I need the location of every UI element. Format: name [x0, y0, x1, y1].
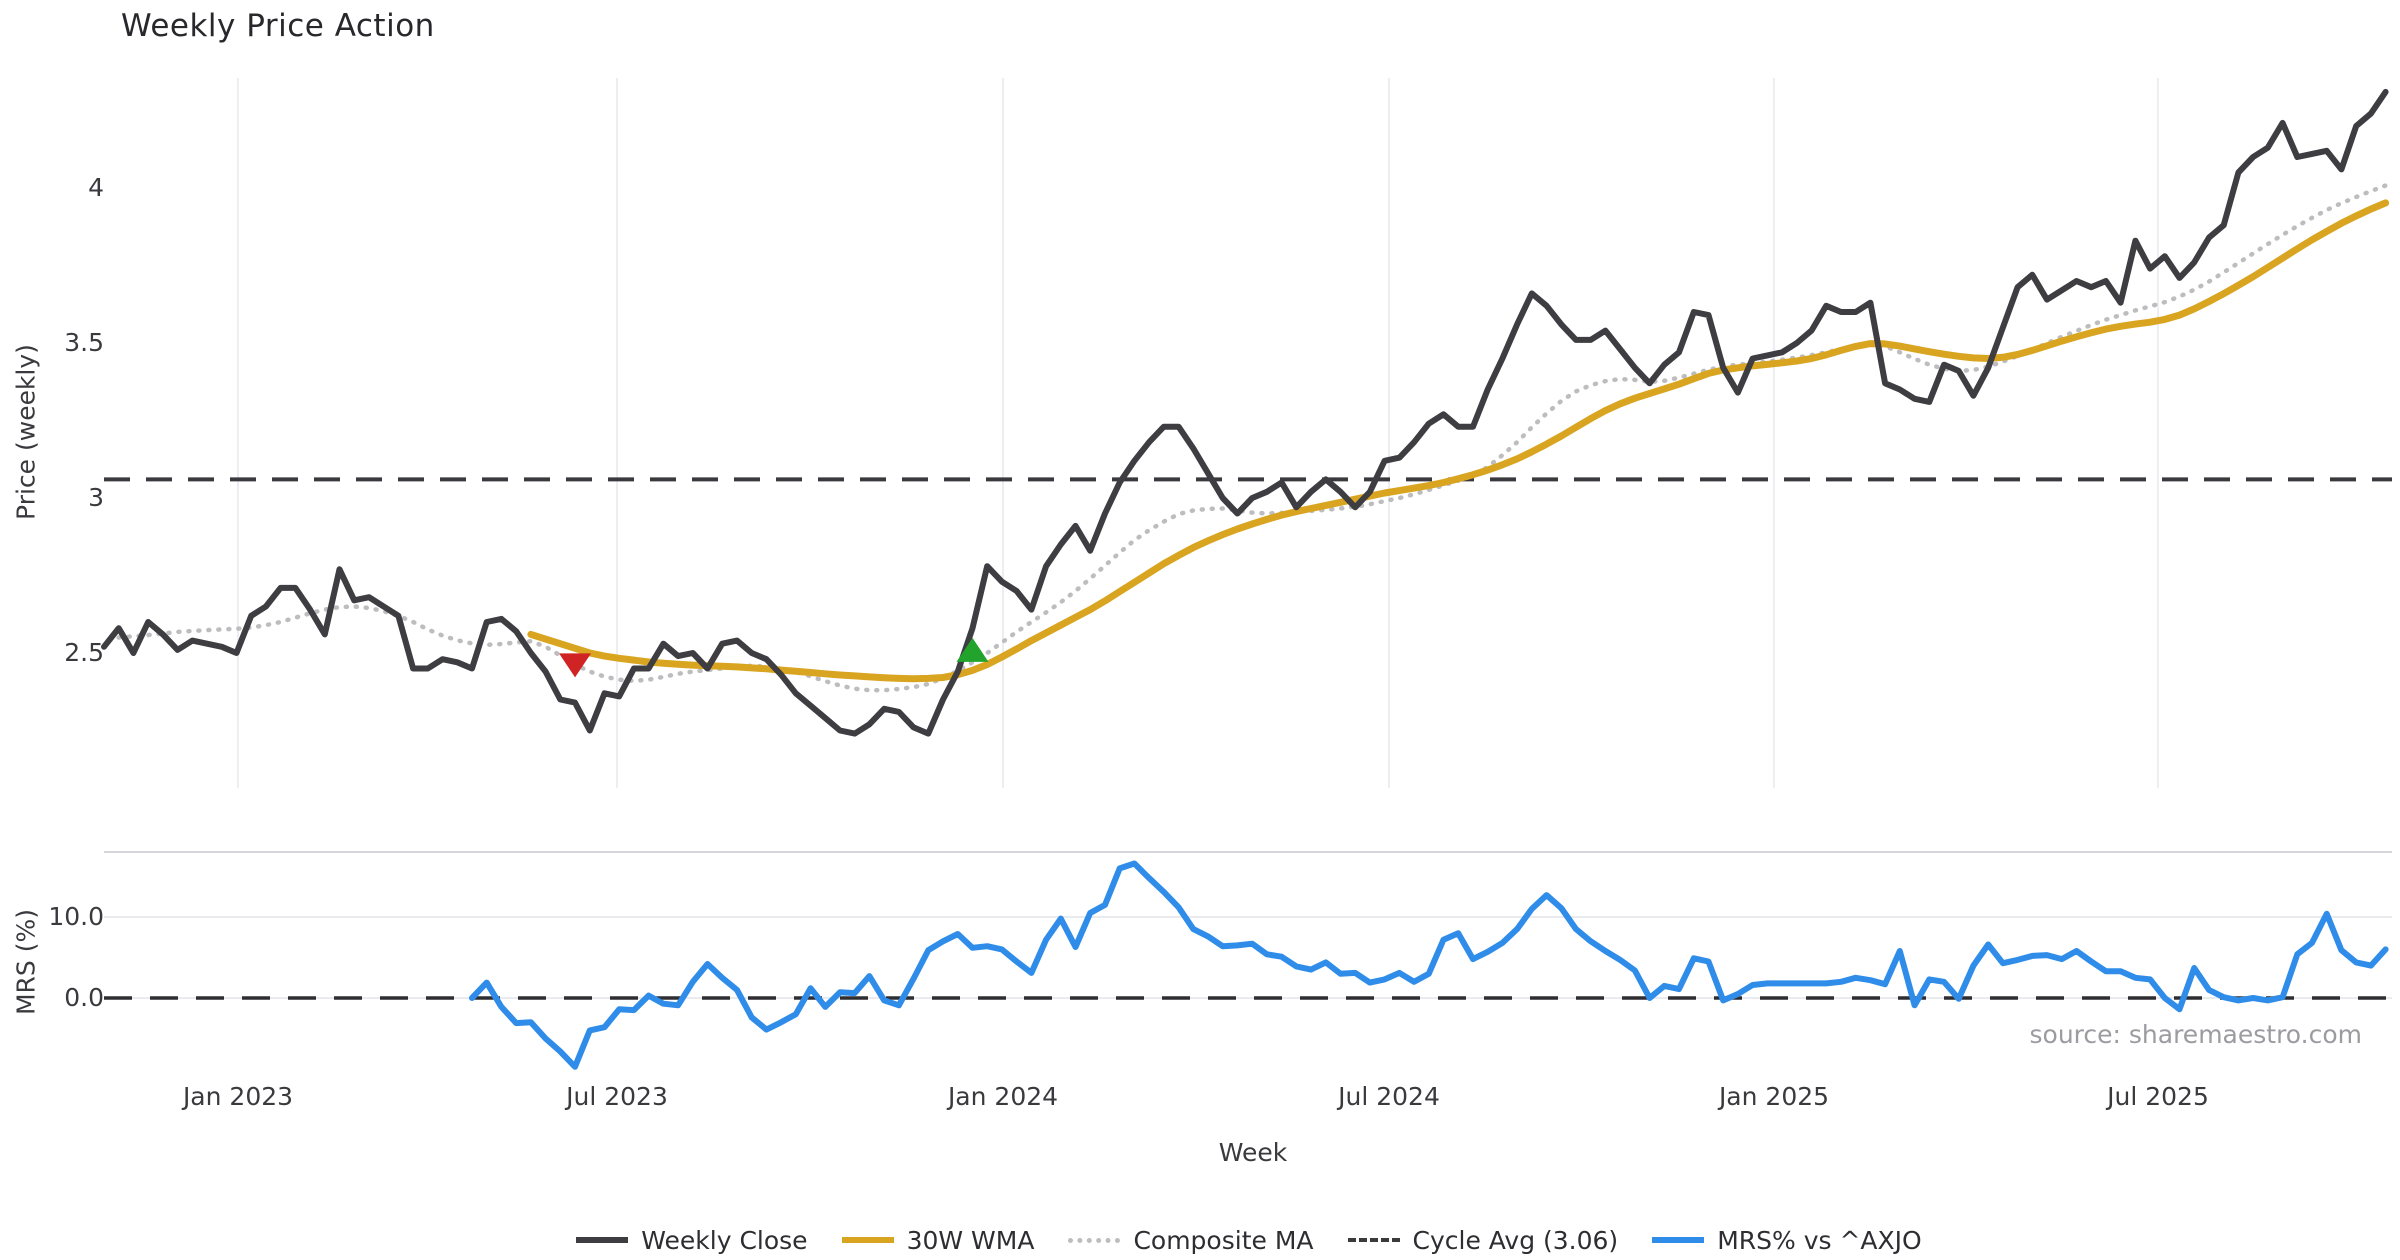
x-tick-label: Jul 2025: [2107, 1082, 2209, 1111]
legend-swatch: [576, 1237, 629, 1243]
x-tick-label: Jan 2023: [182, 1082, 294, 1111]
legend-item-mrs-vs-axjo: MRS% vs ^AXJO: [1652, 1226, 1922, 1255]
legend-swatch: [1347, 1238, 1400, 1242]
x-tick-label: Jan 2025: [1718, 1082, 1830, 1111]
mrs-y-tick-label: 10.0: [48, 902, 104, 931]
legend-item-cycle-avg-3-06: Cycle Avg (3.06): [1347, 1225, 1619, 1255]
price-y-tick-label: 3.5: [64, 328, 104, 357]
mrs-line: [469, 860, 2389, 1070]
legend-label: Weekly Close: [641, 1225, 808, 1255]
x-tick-label: Jan 2024: [947, 1082, 1059, 1111]
price-y-tick-label: 3: [88, 483, 104, 512]
legend-swatch: [841, 1237, 894, 1243]
legend-swatch: [1068, 1237, 1121, 1243]
source-attribution: source: sharemaestro.com: [2029, 1020, 2363, 1049]
x-axis-label: Week: [1218, 1138, 1288, 1167]
weekly-close-line: [101, 88, 2389, 737]
legend-label: MRS% vs ^AXJO: [1717, 1225, 1922, 1255]
legend-label: Composite MA: [1133, 1225, 1314, 1255]
chart-title: Weekly Price Action: [121, 8, 435, 44]
wma-line: [527, 199, 2390, 683]
buy-signal-marker: [956, 637, 989, 662]
sell-signal-marker: [559, 653, 592, 678]
legend-item-composite-ma: Composite MA: [1068, 1225, 1314, 1255]
chart-legend: Weekly Close 30W WMA Composite MA Cycle Avg…: [104, 1220, 2394, 1260]
price-y-tick-label: 4: [88, 173, 104, 202]
legend-item-30w-wma: 30W WMA: [841, 1225, 1035, 1255]
legend-item-weekly-close: Weekly Close: [576, 1225, 808, 1255]
legend-swatch: [1652, 1237, 1705, 1243]
mrs-y-tick-label: 0.0: [64, 983, 104, 1012]
price-y-tick-label: 2.5: [64, 638, 104, 667]
composite-ma-line: [116, 183, 2388, 693]
legend-label: Cycle Avg (3.06): [1412, 1225, 1619, 1255]
legend-label: 30W WMA: [906, 1225, 1035, 1255]
x-tick-label: Jul 2024: [1338, 1082, 1440, 1111]
x-tick-label: Jul 2023: [566, 1082, 668, 1111]
